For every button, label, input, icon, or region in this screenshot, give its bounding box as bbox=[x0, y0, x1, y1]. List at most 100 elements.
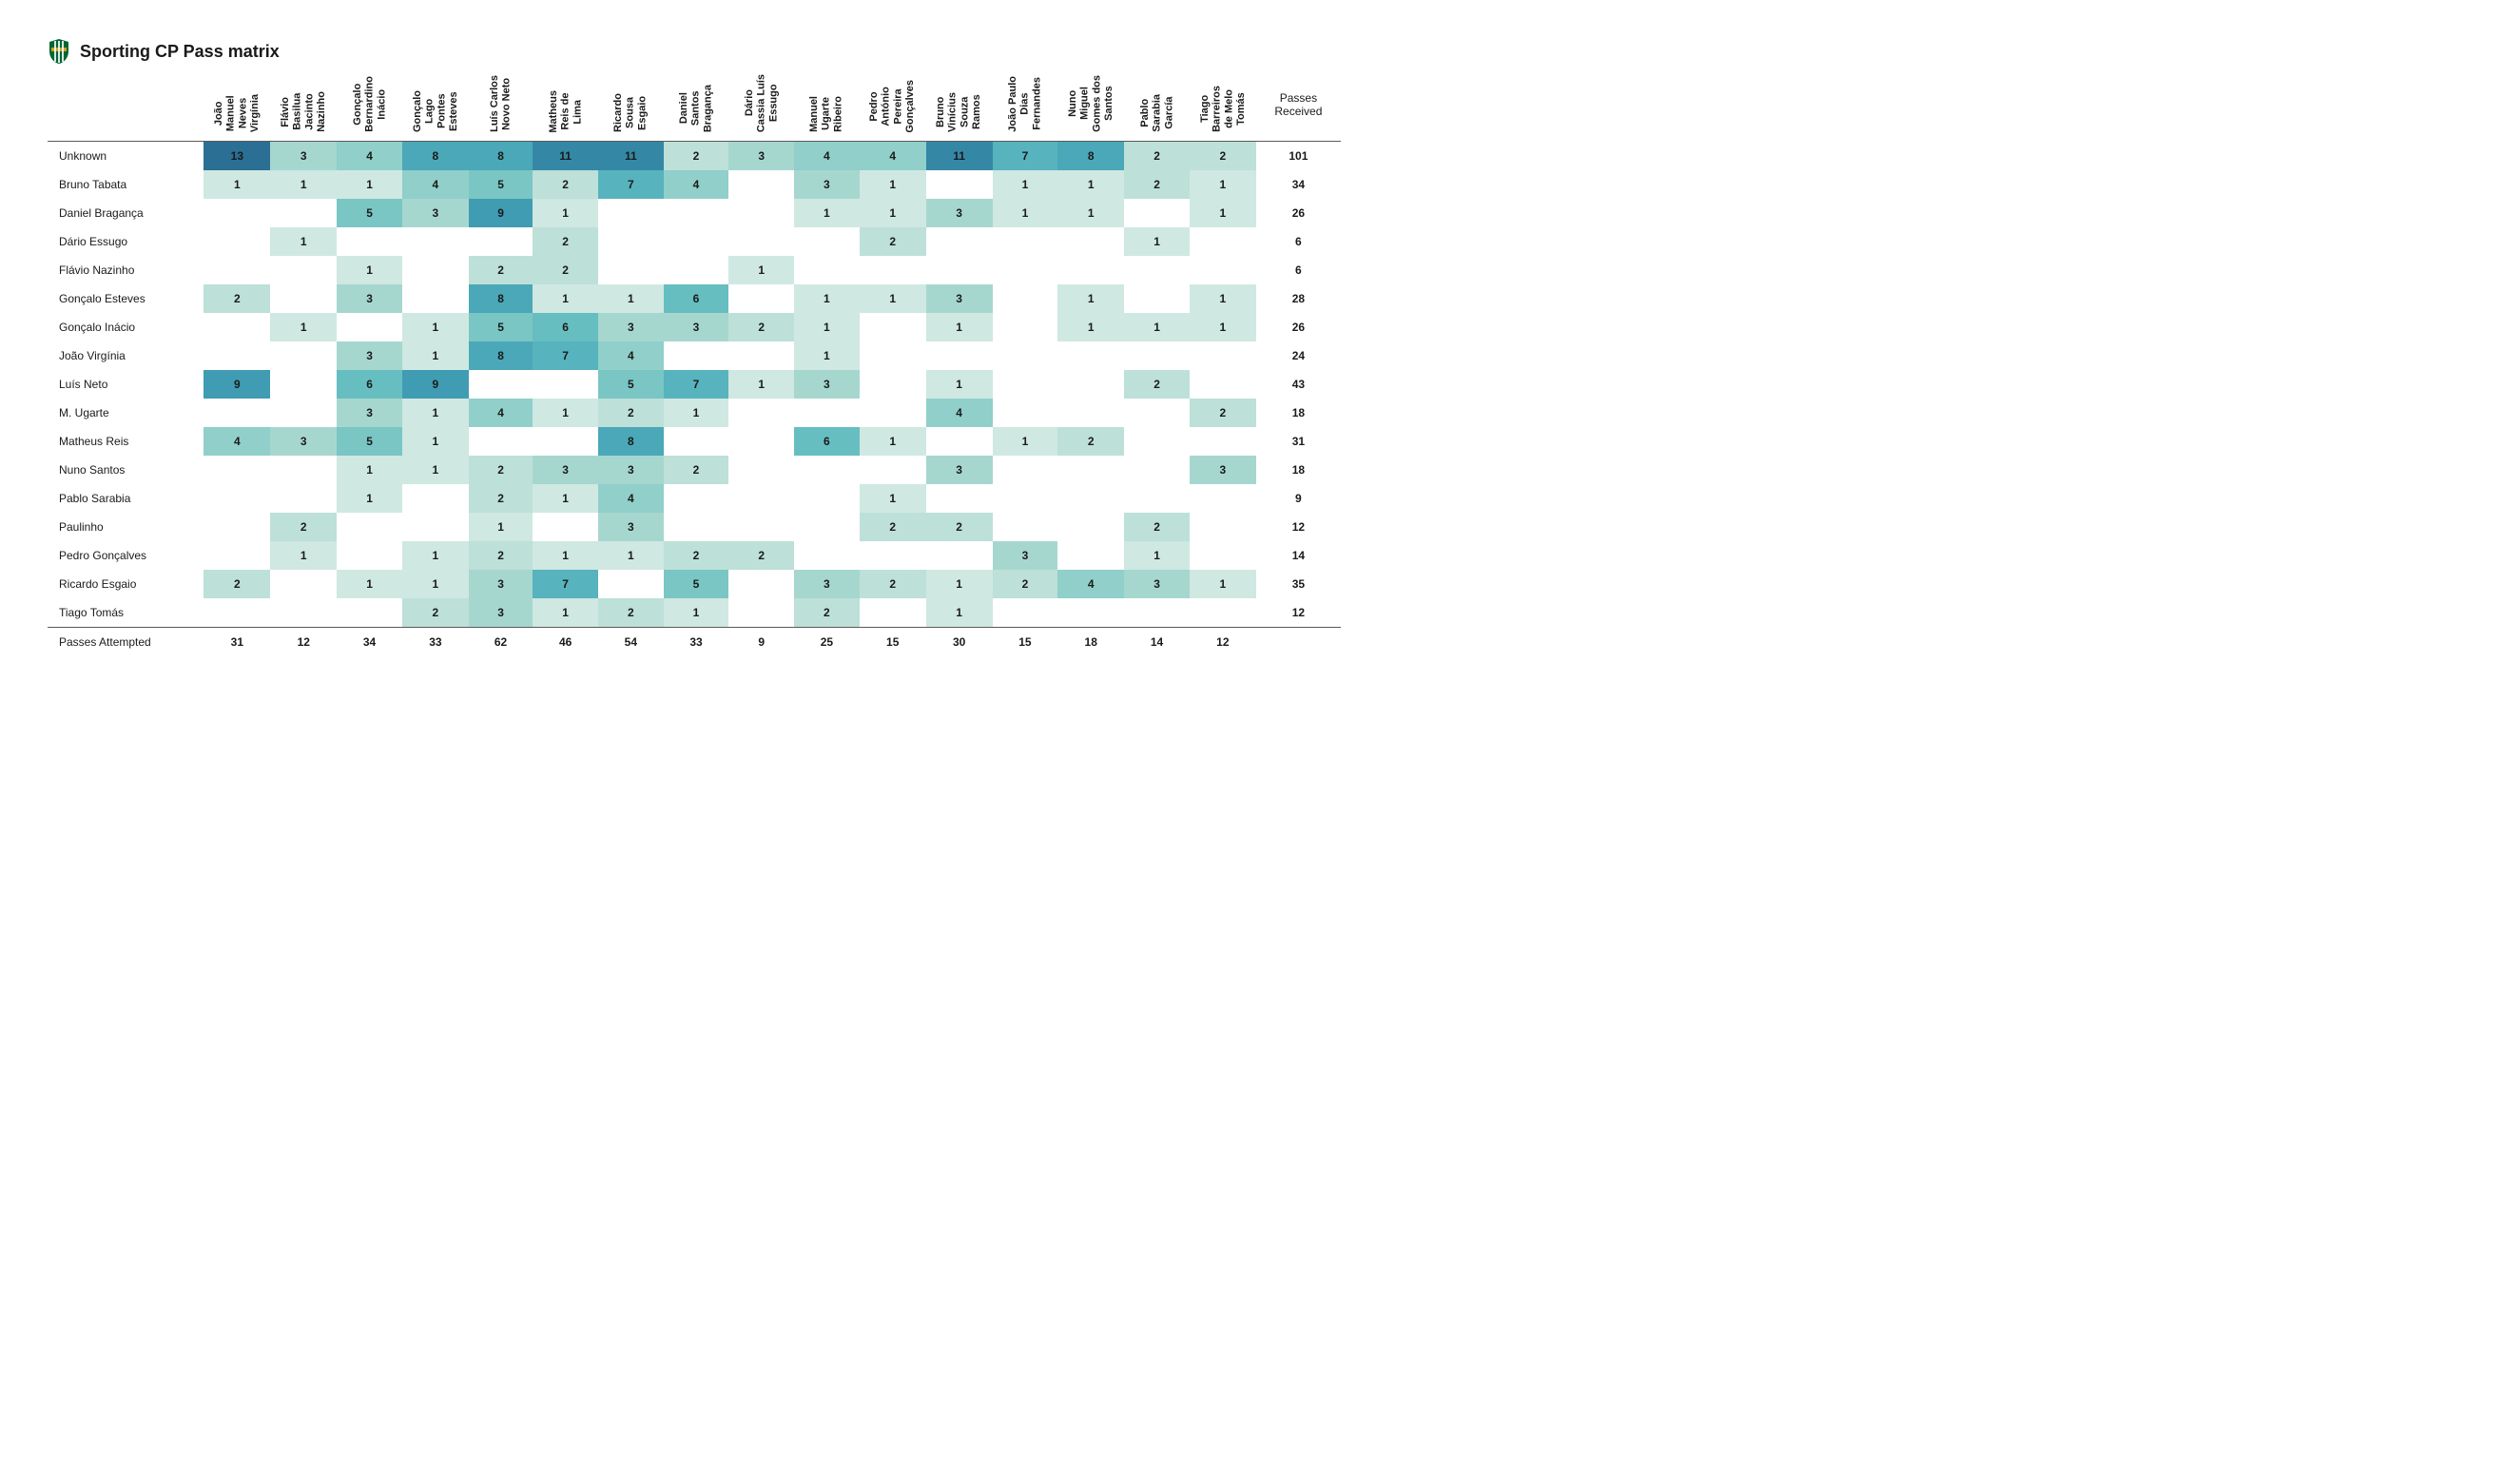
column-header: Pablo Sarabia García bbox=[1124, 68, 1190, 142]
matrix-cell: 1 bbox=[402, 541, 469, 570]
passes-attempted-cell: 14 bbox=[1124, 628, 1190, 657]
matrix-cell bbox=[1190, 484, 1256, 513]
matrix-row: Dário Essugo12216 bbox=[48, 227, 1341, 256]
matrix-cell bbox=[270, 456, 337, 484]
matrix-cell: 3 bbox=[926, 199, 993, 227]
matrix-cell bbox=[598, 570, 664, 598]
column-header-row: João Manuel Neves VirgíniaFlávio Basilua… bbox=[48, 68, 1341, 142]
matrix-cell bbox=[270, 256, 337, 284]
matrix-cell bbox=[926, 256, 993, 284]
matrix-cell: 3 bbox=[402, 199, 469, 227]
matrix-cell: 1 bbox=[664, 598, 729, 628]
column-header: João Paulo Dias Fernandes bbox=[993, 68, 1058, 142]
matrix-row: Pablo Sarabia121419 bbox=[48, 484, 1341, 513]
matrix-cell bbox=[1124, 427, 1190, 456]
matrix-cell: 1 bbox=[1190, 284, 1256, 313]
matrix-cell: 4 bbox=[1057, 570, 1124, 598]
matrix-cell: 2 bbox=[204, 284, 270, 313]
matrix-cell bbox=[270, 570, 337, 598]
matrix-cell: 4 bbox=[469, 399, 533, 427]
matrix-cell: 1 bbox=[794, 341, 860, 370]
matrix-cell bbox=[598, 256, 664, 284]
matrix-cell bbox=[860, 456, 926, 484]
matrix-cell: 2 bbox=[860, 570, 926, 598]
matrix-cell: 2 bbox=[469, 484, 533, 513]
matrix-cell: 1 bbox=[402, 313, 469, 341]
matrix-cell bbox=[993, 484, 1058, 513]
matrix-cell: 2 bbox=[533, 256, 598, 284]
passes-attempted-cell: 54 bbox=[598, 628, 664, 657]
matrix-cell: 1 bbox=[533, 484, 598, 513]
row-label: Daniel Bragança bbox=[48, 199, 204, 227]
matrix-cell: 1 bbox=[337, 484, 402, 513]
matrix-cell: 1 bbox=[728, 370, 794, 399]
passes-received-cell: 12 bbox=[1256, 513, 1341, 541]
matrix-cell bbox=[993, 341, 1058, 370]
matrix-cell: 3 bbox=[598, 513, 664, 541]
matrix-cell bbox=[993, 284, 1058, 313]
matrix-cell: 1 bbox=[402, 570, 469, 598]
matrix-cell: 2 bbox=[469, 456, 533, 484]
matrix-cell: 1 bbox=[1124, 541, 1190, 570]
row-label: Pedro Gonçalves bbox=[48, 541, 204, 570]
matrix-cell: 4 bbox=[794, 142, 860, 171]
matrix-cell bbox=[728, 570, 794, 598]
matrix-cell: 2 bbox=[1190, 399, 1256, 427]
matrix-cell bbox=[794, 541, 860, 570]
column-header-label: Nuno Miguel Gomes dos Santos bbox=[1067, 75, 1115, 132]
matrix-body: Unknown13348811112344117822101Bruno Taba… bbox=[48, 142, 1341, 628]
passes-attempted-cell: 62 bbox=[469, 628, 533, 657]
matrix-cell: 7 bbox=[993, 142, 1058, 171]
matrix-row: Ricardo Esgaio211375321243135 bbox=[48, 570, 1341, 598]
matrix-cell bbox=[1124, 341, 1190, 370]
matrix-cell: 2 bbox=[860, 513, 926, 541]
passes-received-cell: 28 bbox=[1256, 284, 1341, 313]
passes-received-cell: 35 bbox=[1256, 570, 1341, 598]
matrix-cell: 6 bbox=[794, 427, 860, 456]
club-logo-icon bbox=[48, 38, 70, 65]
matrix-cell bbox=[337, 313, 402, 341]
pass-matrix-table: João Manuel Neves VirgíniaFlávio Basilua… bbox=[48, 68, 1341, 656]
column-header-label: João Paulo Dias Fernandes bbox=[1007, 76, 1043, 132]
matrix-cell bbox=[728, 199, 794, 227]
matrix-cell: 3 bbox=[1190, 456, 1256, 484]
matrix-cell bbox=[270, 284, 337, 313]
matrix-cell bbox=[204, 199, 270, 227]
row-label: Nuno Santos bbox=[48, 456, 204, 484]
matrix-cell bbox=[204, 598, 270, 628]
matrix-cell: 4 bbox=[204, 427, 270, 456]
matrix-cell: 2 bbox=[204, 570, 270, 598]
row-label: Matheus Reis bbox=[48, 427, 204, 456]
column-header-label: Manuel Ugarte Ribeiro bbox=[808, 96, 844, 132]
matrix-cell: 1 bbox=[1124, 227, 1190, 256]
column-header-label: Pedro António Pereira Gonçalves bbox=[868, 80, 917, 133]
matrix-cell bbox=[664, 341, 729, 370]
matrix-cell bbox=[860, 341, 926, 370]
matrix-cell: 3 bbox=[728, 142, 794, 171]
matrix-cell: 3 bbox=[469, 598, 533, 628]
matrix-cell bbox=[337, 227, 402, 256]
header: Sporting CP Pass matrix bbox=[48, 38, 1341, 65]
column-header-label: Bruno Vinícius Souza Ramos bbox=[935, 92, 983, 132]
matrix-cell: 2 bbox=[728, 313, 794, 341]
row-label: Pablo Sarabia bbox=[48, 484, 204, 513]
row-label: M. Ugarte bbox=[48, 399, 204, 427]
column-header: Gonçalo Lago Pontes Esteves bbox=[402, 68, 469, 142]
matrix-cell: 1 bbox=[337, 456, 402, 484]
matrix-cell: 1 bbox=[860, 284, 926, 313]
matrix-cell: 9 bbox=[469, 199, 533, 227]
matrix-cell: 9 bbox=[402, 370, 469, 399]
matrix-cell: 1 bbox=[469, 513, 533, 541]
row-label: Luís Neto bbox=[48, 370, 204, 399]
matrix-cell bbox=[926, 227, 993, 256]
matrix-cell: 8 bbox=[598, 427, 664, 456]
column-header-label: Daniel Santos Bragança bbox=[678, 85, 714, 132]
matrix-cell bbox=[204, 341, 270, 370]
matrix-cell bbox=[337, 541, 402, 570]
matrix-cell: 3 bbox=[337, 341, 402, 370]
matrix-cell bbox=[533, 370, 598, 399]
matrix-cell bbox=[270, 399, 337, 427]
matrix-cell bbox=[794, 227, 860, 256]
matrix-cell: 4 bbox=[664, 170, 729, 199]
matrix-cell: 1 bbox=[860, 199, 926, 227]
